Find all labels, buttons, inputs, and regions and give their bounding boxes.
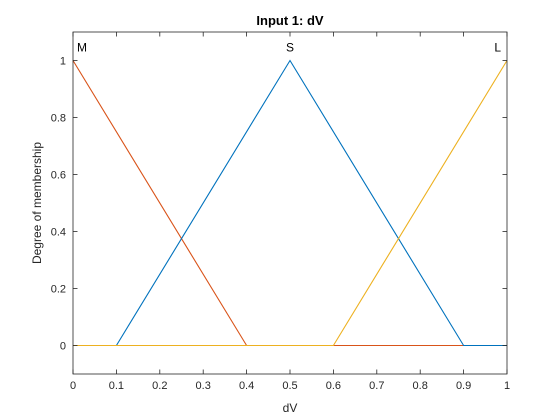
- mf-label-S: S: [286, 41, 294, 55]
- x-axis-label: dV: [283, 401, 298, 415]
- y-tick-label: 0.8: [51, 113, 66, 125]
- x-tick-label: 0.2: [152, 380, 167, 392]
- x-tick-label: 0.6: [326, 380, 341, 392]
- y-tick-label: 0.4: [51, 227, 66, 239]
- y-axis-label: Degree of membership: [30, 142, 44, 264]
- x-tick-label: 0.8: [413, 380, 428, 392]
- x-tick-label: 0.7: [369, 380, 384, 392]
- mf-label-L: L: [494, 41, 501, 55]
- x-tick-label: 0: [70, 380, 76, 392]
- x-tick-label: 0.4: [239, 380, 254, 392]
- x-tick-label: 0.9: [456, 380, 471, 392]
- y-tick-label: 1: [60, 56, 66, 68]
- chart-title: Input 1: dV: [256, 13, 323, 28]
- mf-label-M: M: [77, 41, 87, 55]
- y-tick-label: 0.2: [51, 284, 66, 296]
- x-tick-label: 1: [504, 380, 510, 392]
- x-tick-label: 0.1: [109, 380, 124, 392]
- plot-area: [73, 32, 507, 374]
- y-tick-label: 0: [60, 341, 66, 353]
- x-tick-label: 0.5: [282, 380, 297, 392]
- y-tick-label: 0.6: [51, 170, 66, 182]
- x-tick-label: 0.3: [196, 380, 211, 392]
